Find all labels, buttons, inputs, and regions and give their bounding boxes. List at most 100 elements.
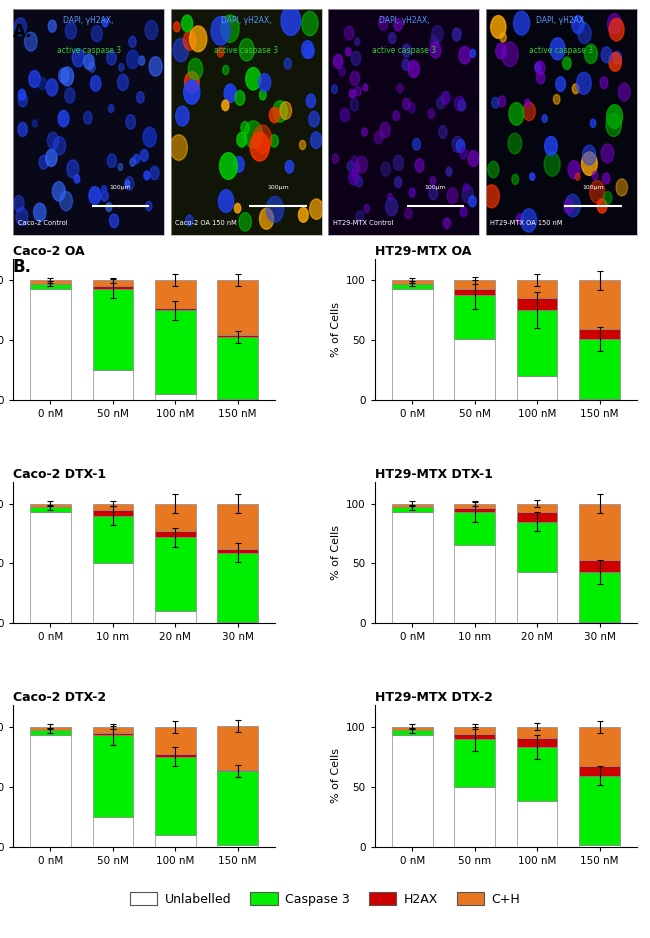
Circle shape <box>130 159 135 166</box>
Circle shape <box>356 211 364 223</box>
Circle shape <box>582 152 597 175</box>
Bar <box>155 835 196 847</box>
Circle shape <box>364 204 369 213</box>
Bar <box>454 512 495 546</box>
Circle shape <box>462 186 474 203</box>
Circle shape <box>332 84 337 94</box>
Circle shape <box>118 163 123 171</box>
Circle shape <box>306 94 315 108</box>
Circle shape <box>430 36 438 48</box>
Circle shape <box>454 97 464 111</box>
Circle shape <box>568 160 580 178</box>
Bar <box>579 339 620 399</box>
Circle shape <box>48 20 57 32</box>
Circle shape <box>67 160 79 178</box>
Circle shape <box>244 121 263 148</box>
Bar <box>92 289 133 371</box>
Circle shape <box>221 15 239 42</box>
Bar <box>155 537 196 612</box>
Bar <box>30 507 71 512</box>
Circle shape <box>460 206 467 217</box>
Circle shape <box>381 162 391 176</box>
Circle shape <box>181 15 192 32</box>
Bar <box>218 504 258 549</box>
Circle shape <box>344 26 354 40</box>
Bar <box>517 727 558 737</box>
Bar <box>92 564 133 624</box>
Circle shape <box>491 98 499 108</box>
Circle shape <box>309 199 323 219</box>
Bar <box>454 727 495 734</box>
Bar <box>579 280 620 329</box>
Bar <box>392 289 432 400</box>
Bar <box>155 754 196 757</box>
Circle shape <box>101 186 107 193</box>
Circle shape <box>16 207 28 225</box>
Circle shape <box>140 149 148 161</box>
Circle shape <box>305 44 315 58</box>
Circle shape <box>25 32 37 51</box>
Circle shape <box>352 170 358 178</box>
Circle shape <box>525 99 530 107</box>
Circle shape <box>106 203 112 212</box>
Circle shape <box>58 68 69 83</box>
Bar <box>155 280 196 308</box>
Circle shape <box>452 28 461 41</box>
Bar <box>155 310 196 394</box>
Circle shape <box>150 166 159 180</box>
Text: HT29-MTX DTX-2: HT29-MTX DTX-2 <box>375 691 493 704</box>
Bar <box>517 522 558 572</box>
Circle shape <box>72 49 84 67</box>
Circle shape <box>572 83 579 94</box>
Circle shape <box>65 88 75 103</box>
Circle shape <box>544 152 560 176</box>
Circle shape <box>408 103 415 113</box>
Circle shape <box>239 213 252 231</box>
Bar <box>155 612 196 624</box>
Circle shape <box>408 61 419 77</box>
Bar <box>30 504 71 507</box>
Bar <box>517 801 558 847</box>
Circle shape <box>429 187 437 200</box>
Circle shape <box>259 208 274 229</box>
Circle shape <box>601 47 612 63</box>
Circle shape <box>500 33 506 42</box>
Circle shape <box>184 80 200 104</box>
Text: DAPI, γH2AX,: DAPI, γH2AX, <box>536 16 586 25</box>
Bar <box>392 731 432 735</box>
Circle shape <box>309 112 319 127</box>
Circle shape <box>542 114 547 122</box>
Circle shape <box>138 56 145 66</box>
Circle shape <box>102 19 108 27</box>
Bar <box>392 727 432 731</box>
Circle shape <box>459 46 471 64</box>
Circle shape <box>415 159 424 172</box>
Circle shape <box>32 120 37 127</box>
Circle shape <box>355 86 361 96</box>
Bar <box>579 329 620 339</box>
Circle shape <box>443 218 450 229</box>
Circle shape <box>34 204 46 221</box>
Circle shape <box>402 98 410 110</box>
Circle shape <box>174 22 180 32</box>
Circle shape <box>144 171 150 180</box>
Text: Caco-2 DTX-2: Caco-2 DTX-2 <box>13 691 106 704</box>
Circle shape <box>498 96 506 107</box>
Text: active caspase 3: active caspase 3 <box>372 46 436 54</box>
Circle shape <box>394 19 402 31</box>
Circle shape <box>572 15 584 34</box>
Bar <box>30 735 71 847</box>
Circle shape <box>241 122 249 134</box>
Circle shape <box>18 122 27 137</box>
Circle shape <box>190 26 207 52</box>
Circle shape <box>143 127 157 147</box>
Circle shape <box>530 173 535 180</box>
Circle shape <box>281 6 300 36</box>
Bar <box>392 280 432 284</box>
Bar <box>454 339 495 400</box>
Circle shape <box>311 132 322 148</box>
Bar <box>155 727 196 754</box>
Circle shape <box>575 174 580 180</box>
Circle shape <box>133 154 140 163</box>
Circle shape <box>84 53 94 69</box>
